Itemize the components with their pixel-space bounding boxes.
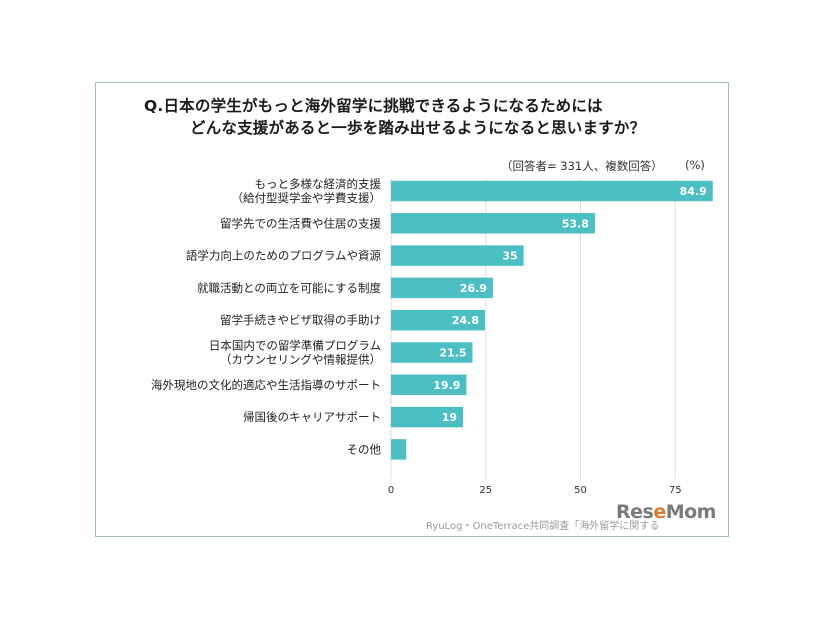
respondent-note: （回答者= 331人、複数回答） xyxy=(501,159,663,173)
bar-0 xyxy=(391,180,713,202)
value-label-1: 53.8 xyxy=(562,217,589,230)
logo-prefix: Res xyxy=(616,501,654,523)
category-label-0-0: もっと多様な経済的支援 xyxy=(255,177,382,191)
bar-4 xyxy=(391,309,485,331)
category-label-6: 海外現地の文化的適応や生活指導のサポート xyxy=(151,378,381,392)
bar-2 xyxy=(391,245,524,266)
value-label-6: 19.9 xyxy=(433,379,460,392)
category-label-2: 語学力向上のためのプログラムや資源 xyxy=(186,249,382,263)
bar-1 xyxy=(391,213,595,234)
value-label-2: 35 xyxy=(502,250,517,263)
logo-suffix: Mom xyxy=(665,501,717,523)
category-label-4: 留学手続きやビザ取得の手助け xyxy=(220,313,381,327)
chart-title-line-2: どんな支援があると一歩を踏み出せるようになると思いますか？ xyxy=(190,119,646,137)
unit-label: (%) xyxy=(685,158,705,172)
value-label-4: 24.8 xyxy=(452,314,479,327)
category-label-5-0: 日本国内での留学準備プログラム xyxy=(209,339,381,353)
bar-8 xyxy=(391,439,407,460)
bar-chart: 0 25 50 75 もっと多様な経済的支援（給付型奨学金や学費支援） 84.9 留学先での… xyxy=(151,177,713,496)
chart-frame: Q.日本の学生がもっと海外留学に挑戦できるようになるためには どんな支援があると… xyxy=(95,82,729,537)
source-text: RyuLog・OneTerrace共同調査「海外留学に関する xyxy=(426,521,660,532)
category-label-7: 帰国後のキャリアサポート xyxy=(243,410,381,424)
chart-title: Q.日本の学生がもっと海外留学に挑戦できるようになるためには どんな支援があると… xyxy=(144,95,645,139)
bar-6 xyxy=(391,374,467,396)
bar-7 xyxy=(391,406,464,428)
category-label-5-1: （カウンセリングや情報提供） xyxy=(220,353,381,367)
category-label-3: 就職活動との両立を可能にする制度 xyxy=(197,281,381,295)
category-label-8: その他 xyxy=(347,442,382,456)
value-label-3: 26.9 xyxy=(460,282,487,295)
category-label-0-1: （給付型奨学金や学費支援） xyxy=(232,191,382,205)
logo-accent: e xyxy=(653,501,666,523)
resemom-logo: ReseMom xyxy=(616,501,716,523)
category-label-1: 留学先での生活費や住居の支援 xyxy=(220,216,381,230)
value-label-5: 21.5 xyxy=(439,347,466,360)
chart-title-line-1: Q.日本の学生がもっと海外留学に挑戦できるようになるためには xyxy=(144,97,603,115)
value-label-0: 84.9 xyxy=(680,185,707,198)
x-tick-label-0: 0 xyxy=(388,485,394,496)
x-tick-label-25: 25 xyxy=(479,485,492,496)
x-tick-label-75: 75 xyxy=(669,485,682,496)
x-tick-label-50: 50 xyxy=(574,485,587,496)
bar-5 xyxy=(391,342,473,363)
value-label-7: 19 xyxy=(442,411,457,424)
bar-3 xyxy=(391,277,493,299)
